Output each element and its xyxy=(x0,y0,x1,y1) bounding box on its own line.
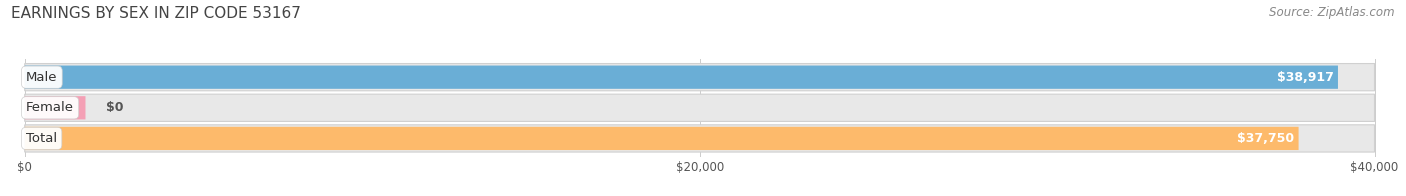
Text: Female: Female xyxy=(27,101,75,114)
FancyBboxPatch shape xyxy=(25,94,1375,122)
Text: $37,750: $37,750 xyxy=(1237,132,1295,145)
Text: EARNINGS BY SEX IN ZIP CODE 53167: EARNINGS BY SEX IN ZIP CODE 53167 xyxy=(11,6,301,21)
Text: Total: Total xyxy=(27,132,58,145)
FancyBboxPatch shape xyxy=(25,65,1339,89)
FancyBboxPatch shape xyxy=(25,96,86,119)
FancyBboxPatch shape xyxy=(25,125,1375,152)
FancyBboxPatch shape xyxy=(25,64,1375,91)
Text: $0: $0 xyxy=(105,101,124,114)
Text: $38,917: $38,917 xyxy=(1277,71,1334,84)
Text: Male: Male xyxy=(27,71,58,84)
Text: Source: ZipAtlas.com: Source: ZipAtlas.com xyxy=(1270,6,1395,19)
FancyBboxPatch shape xyxy=(25,127,1299,150)
